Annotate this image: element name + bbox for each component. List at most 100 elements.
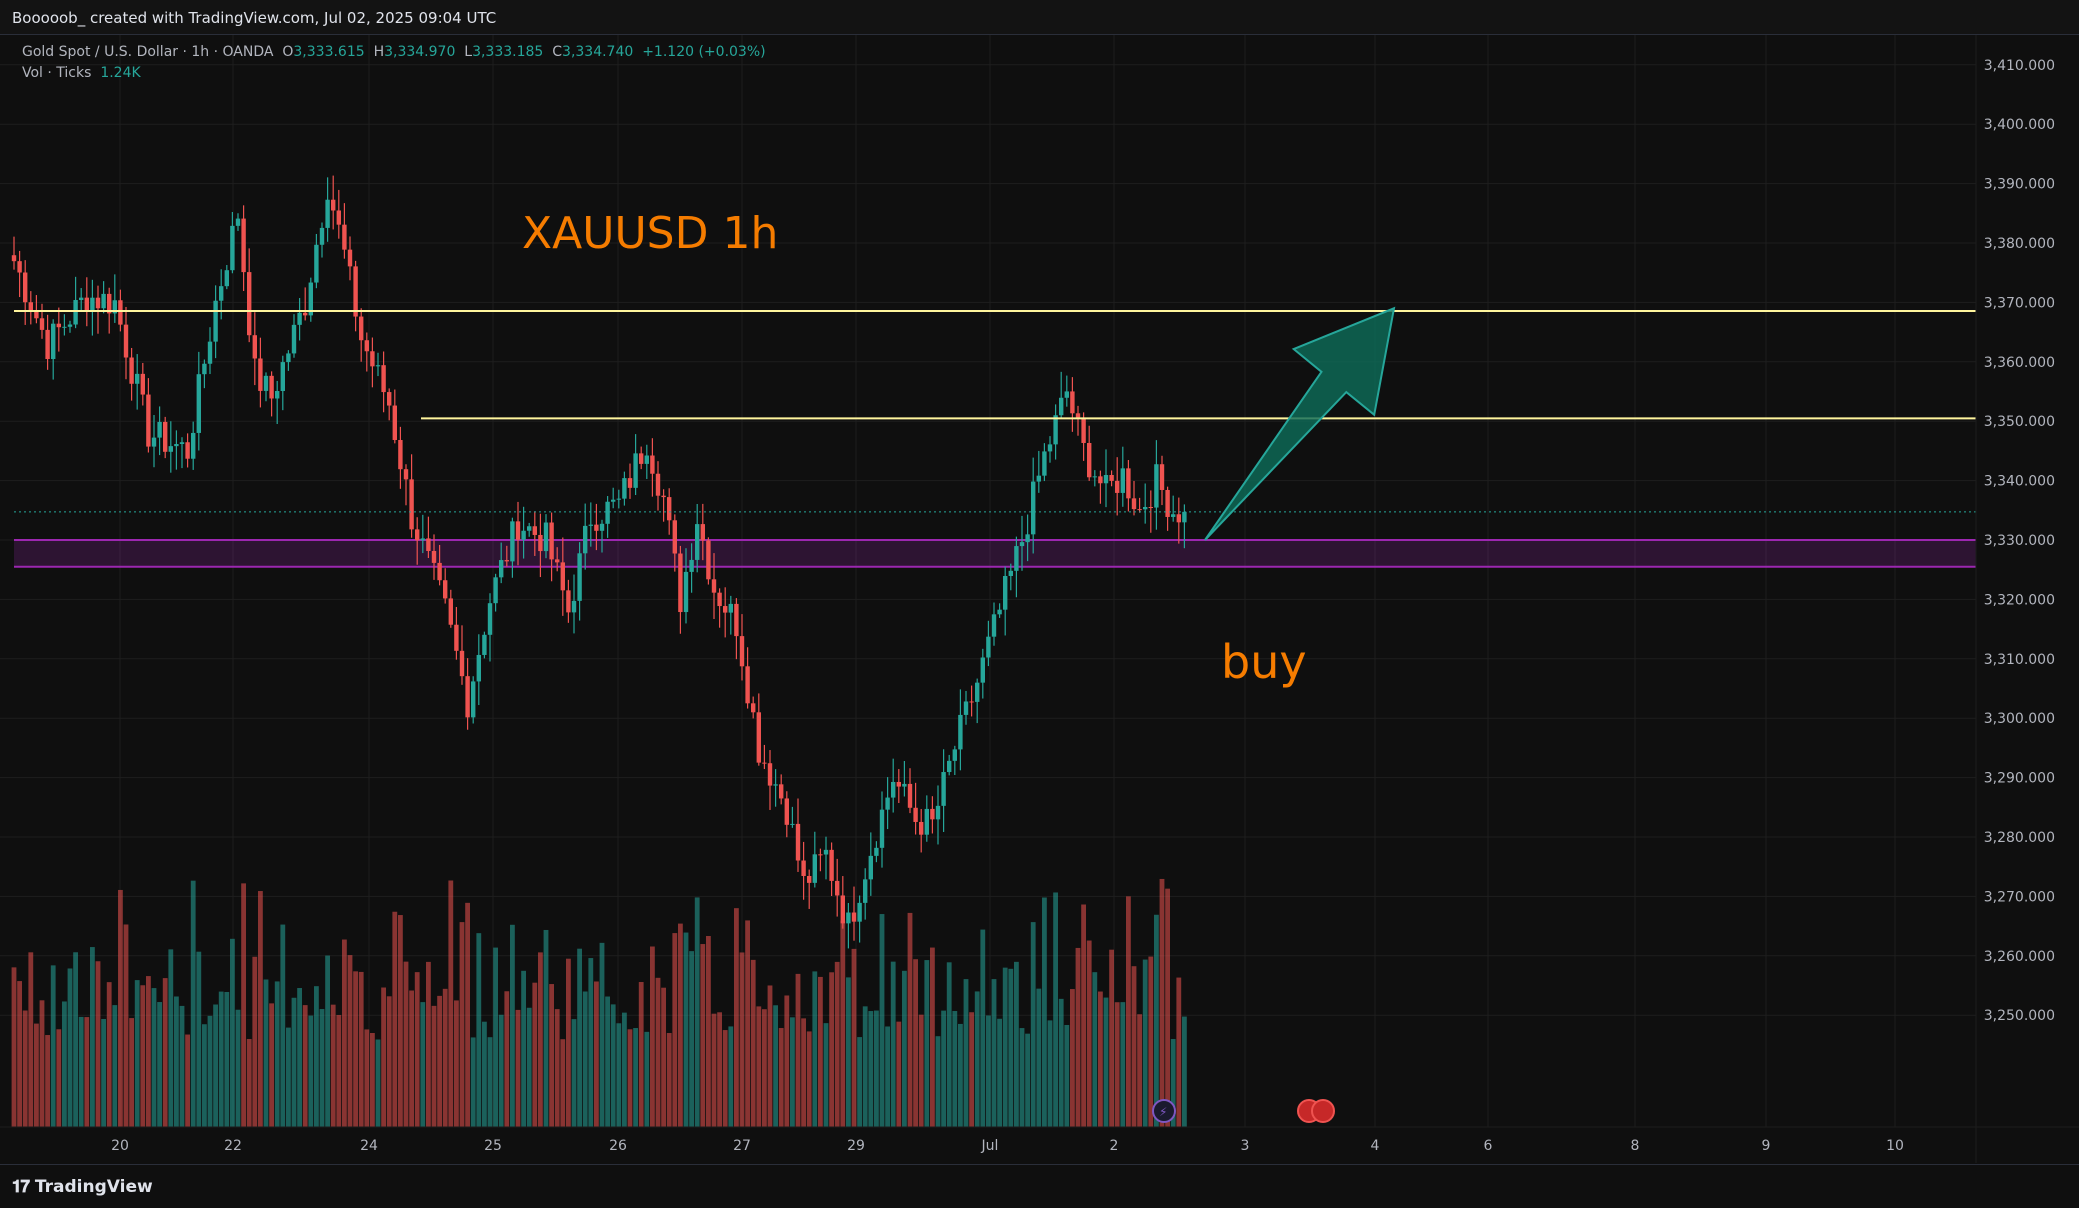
candle-body: [728, 603, 733, 613]
candle-body: [1087, 442, 1092, 478]
volume-bar: [997, 1018, 1002, 1127]
volume-bar: [431, 1005, 437, 1127]
candle-body: [286, 353, 291, 363]
volume-bar: [588, 958, 594, 1127]
price-chart[interactable]: 3,368.5423,350.4803,334.74055:181.24K 3,…: [0, 35, 2079, 1163]
volume-bar: [907, 912, 913, 1127]
candle-body: [426, 538, 431, 551]
volume-bar: [442, 988, 448, 1127]
candle-body: [90, 297, 95, 312]
high-label: H: [373, 44, 385, 60]
volume-bar: [118, 889, 123, 1127]
volume-bar: [336, 1014, 342, 1127]
volume-bar: [297, 988, 302, 1127]
candle-body: [896, 781, 901, 787]
volume-bar: [728, 1026, 734, 1127]
candle-body: [644, 455, 649, 464]
candle-body: [633, 453, 638, 488]
candle-body: [28, 302, 33, 312]
candle-body: [879, 809, 885, 848]
volume-bar: [913, 959, 918, 1127]
price-tick-label: 3,250.000: [1984, 1008, 2055, 1024]
volume-bar: [515, 1009, 521, 1127]
candle-body: [319, 227, 325, 245]
volume-label[interactable]: Vol · Ticks: [22, 65, 92, 81]
symbol-name[interactable]: Gold Spot / U.S. Dollar · 1h · OANDA: [22, 44, 274, 60]
volume-bar: [924, 960, 930, 1127]
volume-bar: [398, 915, 403, 1127]
candle-body: [919, 821, 924, 835]
time-tick-label: 4: [1371, 1138, 1380, 1154]
volume-bar: [734, 908, 739, 1127]
lightning-event-icon[interactable]: [1152, 1099, 1176, 1123]
price-tick-label: 3,390.000: [1984, 177, 2055, 193]
price-tick-label: 3,310.000: [1984, 652, 2055, 668]
candle-body: [678, 553, 683, 613]
price-axis-bg[interactable]: [1980, 35, 2079, 1163]
candle-body: [555, 559, 560, 563]
candle-body: [1103, 474, 1109, 484]
volume-bar: [661, 987, 666, 1127]
volume-bar: [958, 1023, 963, 1127]
candle-body: [437, 562, 442, 581]
volume-bar: [1103, 997, 1109, 1127]
candle-body: [342, 224, 347, 250]
candle-body: [420, 538, 425, 541]
volume-bar: [823, 1023, 829, 1127]
volume-bar: [140, 985, 146, 1127]
candle-body: [297, 312, 302, 325]
volume-bar: [1114, 1002, 1120, 1127]
volume-bar: [1137, 1014, 1142, 1127]
volume-bar: [638, 982, 644, 1127]
candle-body: [471, 681, 476, 718]
candle-body: [454, 624, 459, 651]
volume-bar: [711, 1013, 717, 1127]
volume-bar: [314, 986, 319, 1127]
candle-body: [73, 300, 78, 325]
candle-body: [734, 603, 739, 637]
volume-bar: [45, 1035, 50, 1127]
time-tick-label: 10: [1886, 1138, 1904, 1154]
candle-body: [571, 600, 577, 613]
candle-body: [543, 522, 549, 552]
candle-body: [79, 297, 84, 301]
arrow-shape[interactable]: [1204, 306, 1396, 541]
candle-body: [387, 392, 392, 406]
tradingview-logo[interactable]: 𝟏𝟕 TradingView: [12, 1177, 153, 1197]
time-tick-label: 6: [1484, 1138, 1493, 1154]
candle-body: [476, 654, 481, 682]
time-tick-label: 25: [484, 1138, 502, 1154]
volume-bar: [476, 933, 482, 1127]
candle-body: [487, 603, 493, 635]
volume-bar: [1120, 1002, 1126, 1127]
volume-bar: [935, 1036, 941, 1127]
volume-bar: [420, 1002, 426, 1127]
us-flag-event-icon-2[interactable]: [1311, 1099, 1335, 1123]
price-tick-label: 3,350.000: [1984, 414, 2055, 430]
volume-bar: [941, 1010, 946, 1127]
candle-body: [118, 300, 123, 325]
candle-body: [157, 421, 162, 438]
volume-bar: [1154, 914, 1159, 1127]
volume-bar: [381, 987, 386, 1127]
volume-bar: [112, 1005, 118, 1127]
volume-bar: [129, 1018, 134, 1127]
volume-bar: [622, 1012, 627, 1127]
volume-bar: [795, 973, 801, 1127]
svg-text:⚡: ⚡: [1159, 1105, 1167, 1119]
price-tick-label: 3,290.000: [1984, 771, 2055, 787]
volume-bar: [269, 1003, 274, 1127]
candle-body: [857, 902, 862, 922]
candle-body: [448, 598, 453, 625]
volume-bar: [28, 952, 34, 1127]
volume-bar: [790, 1017, 795, 1127]
price-tick-label: 3,360.000: [1984, 355, 2055, 371]
volume-bar: [78, 1016, 84, 1127]
candle-body: [1120, 468, 1125, 493]
volume-bar: [840, 920, 846, 1127]
candle-body: [1008, 570, 1013, 576]
candle-body: [202, 363, 207, 375]
volume-bar: [767, 985, 773, 1127]
volume-bar: [1159, 878, 1165, 1127]
candle-body: [291, 324, 297, 354]
